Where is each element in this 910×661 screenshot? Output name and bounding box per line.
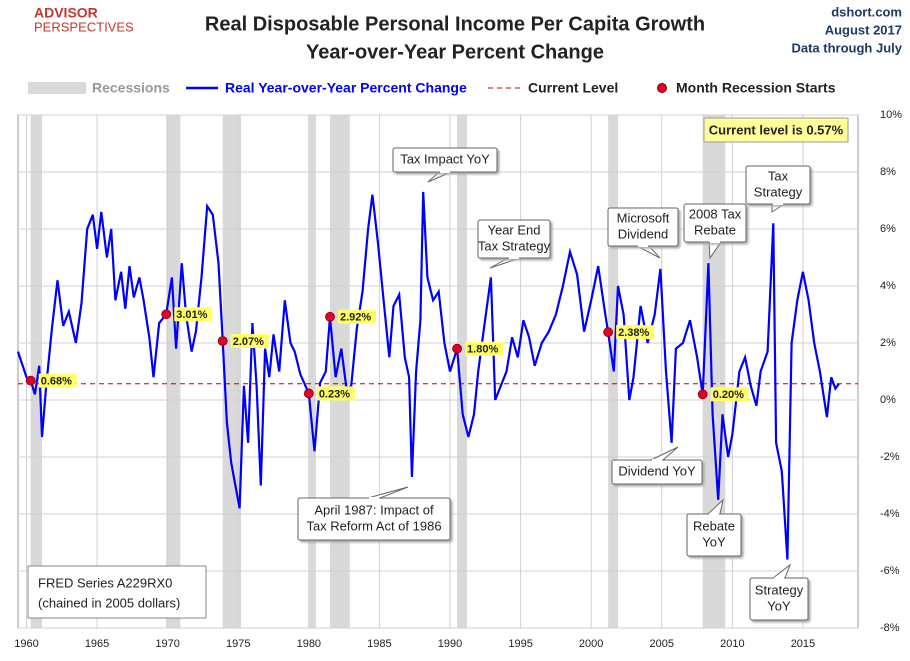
legend-label: Recessions (92, 80, 170, 96)
note: (chained in 2005 dollars) (38, 595, 180, 610)
recession-start-point (161, 309, 172, 320)
annotation-text: Strategy (754, 184, 803, 199)
value-label: 2.38% (618, 327, 649, 339)
recession-start-point (303, 388, 314, 399)
value-label-bg (174, 307, 213, 322)
y-tick-label: 10% (880, 109, 902, 121)
annotation-text: Rebate (693, 518, 735, 533)
annotation-text: Dividend (618, 226, 669, 241)
recession-band (457, 115, 467, 628)
x-tick-label: 1970 (155, 638, 179, 650)
value-label: 3.01% (176, 309, 207, 321)
y-tick-label: -2% (880, 451, 900, 463)
value-label: 2.92% (340, 312, 371, 324)
x-tick-label: 2000 (579, 638, 603, 650)
legend-label: Month Recession Starts (676, 80, 836, 96)
source: Data through July (791, 40, 902, 55)
annotation-text: Tax Strategy (478, 238, 551, 253)
source: dshort.com (831, 4, 902, 19)
value-label-bg (465, 341, 504, 356)
value-label-bg (316, 386, 355, 401)
logo: ADVISOR (34, 5, 98, 21)
value-label-bg (616, 325, 655, 340)
x-tick-label: 2010 (720, 638, 744, 650)
annotation-text: Dividend YoY (618, 463, 696, 478)
note-box (27, 565, 207, 619)
annotation-text: Rebate (694, 222, 736, 237)
chart-title: Real Disposable Personal Income Per Capi… (205, 13, 705, 35)
x-tick-label: 1995 (508, 638, 532, 650)
recession-band (30, 115, 42, 628)
legend-swatch (28, 82, 86, 94)
value-label-bg (38, 373, 77, 388)
y-tick-label: 8% (880, 166, 896, 178)
recession-band (308, 115, 316, 628)
legend-swatch (657, 83, 667, 93)
recession-start-point (217, 336, 228, 346)
note: FRED Series A229RX0 (38, 575, 172, 590)
annotation-text: Tax (768, 168, 789, 183)
annotation: Tax Impact YoY (392, 147, 498, 183)
data-line (16, 191, 840, 560)
value-label: 0.68% (41, 376, 72, 388)
x-tick-label: 2005 (650, 638, 674, 650)
annotation-text: YoY (767, 598, 791, 613)
value-label: 0.23% (319, 388, 350, 400)
recession-band (222, 115, 242, 628)
recession-start-point (697, 389, 708, 400)
recession-start-point (603, 327, 614, 338)
legend-label: Real Year-over-Year Percent Change (225, 80, 467, 96)
y-tick-label: 2% (880, 337, 896, 349)
value-label: 1.80% (467, 344, 498, 356)
y-tick-label: -8% (880, 622, 900, 634)
logo: PERSPECTIVES (34, 19, 134, 34)
current-level-label: Current level is 0.57% (709, 122, 844, 137)
annotation: Dividend YoY (611, 446, 703, 485)
current-level-box (703, 117, 849, 143)
x-tick-label: 1960 (14, 638, 38, 650)
x-tick-label: 1990 (438, 638, 462, 650)
annotation-text: Year End (487, 222, 540, 237)
x-tick-label: 1975 (226, 638, 250, 650)
y-tick-label: 0% (880, 394, 896, 406)
x-tick-label: 2015 (791, 638, 815, 650)
recession-start-point (25, 375, 36, 386)
x-tick-label: 1985 (367, 638, 391, 650)
annotation-text: 2008 Tax (689, 206, 742, 221)
source: August 2017 (825, 22, 902, 37)
value-label-bg (338, 309, 376, 324)
value-label-bg (230, 334, 269, 349)
annotation-text: Tax Reform Act of 1986 (306, 518, 441, 533)
x-tick-label: 1980 (297, 638, 321, 650)
annotation-text: Microsoft (617, 210, 670, 225)
recession-start-point (452, 343, 462, 354)
recession-band (330, 115, 350, 628)
y-tick-label: -6% (880, 565, 900, 577)
recession-start-point (325, 311, 335, 322)
legend-label: Current Level (528, 80, 618, 96)
chart-subtitle: Year-over-Year Percent Change (306, 41, 604, 63)
x-tick-label: 1965 (85, 638, 109, 650)
y-tick-label: 6% (880, 223, 896, 235)
annotation-text: Strategy (755, 582, 804, 597)
recession-band (166, 115, 181, 628)
value-label: 2.07% (233, 336, 264, 348)
annotation-text: YoY (702, 534, 726, 549)
value-label: 0.20% (713, 389, 744, 401)
y-tick-label: 4% (880, 280, 896, 292)
annotation-text: April 1987: Impact of (314, 502, 434, 517)
y-tick-label: -4% (880, 508, 900, 520)
annotation-text: Tax Impact YoY (400, 151, 490, 166)
value-label-bg (710, 387, 749, 402)
